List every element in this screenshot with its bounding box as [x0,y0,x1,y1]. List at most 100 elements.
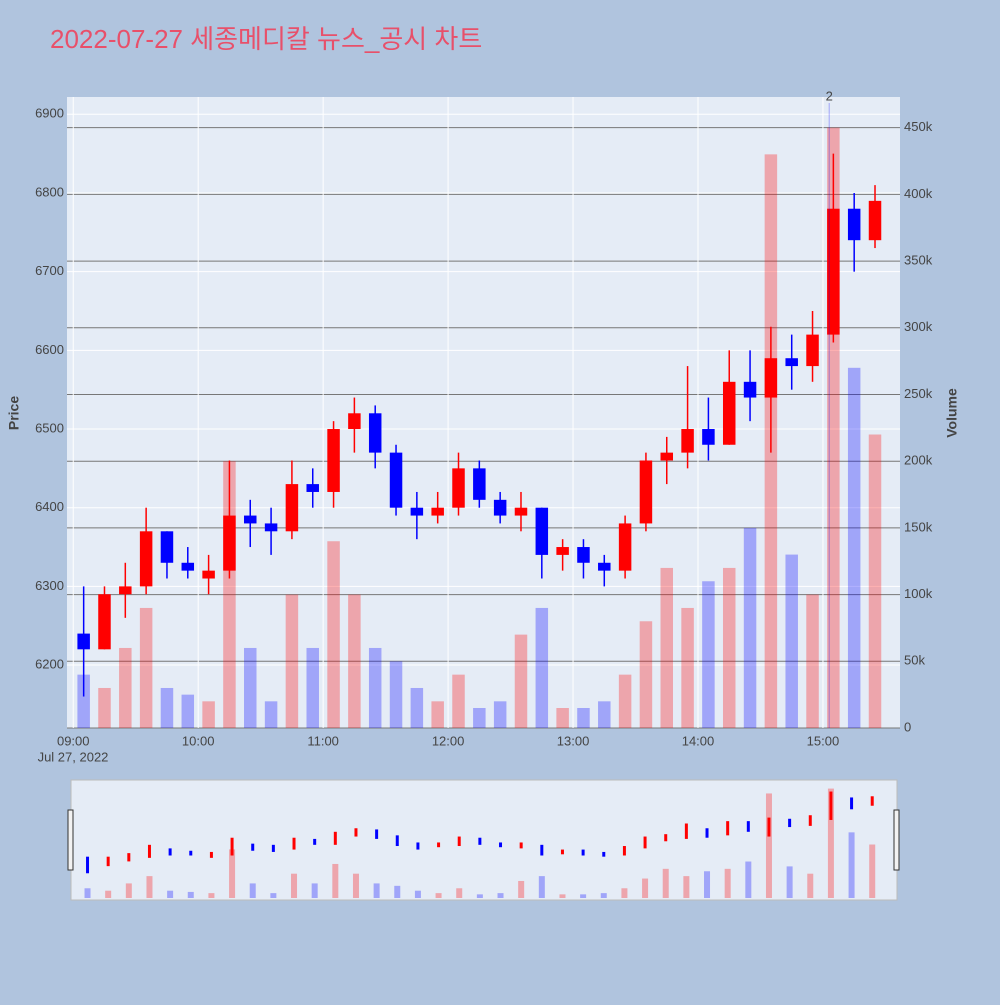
slider-volume-bar [580,894,587,898]
slider-volume-bar [84,888,91,898]
volume-bar [577,707,590,728]
volume-bar [806,594,819,728]
volume-bar [493,701,507,728]
slider-volume-bar [848,832,855,898]
candle-body [77,633,90,650]
slider-volume-bar [167,890,174,898]
y2-tick-label: 400k [904,186,933,201]
slider-volume-bar [869,844,876,898]
range-slider[interactable] [70,779,898,901]
slider-volume-bar [311,883,318,898]
slider-volume-bar [187,891,194,898]
candle-body [514,507,528,516]
x-date-label: Jul 27, 2022 [38,749,109,764]
y-tick-label: 6900 [35,106,64,121]
candle-body [535,507,549,555]
annotation: 2 [826,88,833,103]
slider-volume-bar [146,876,153,898]
slider-volume-bar [559,894,566,898]
y2-tick-label: 0 [904,719,911,734]
volume-bar [681,607,694,728]
y2-axis-title: Volume [944,388,960,438]
slider-volume-bar [662,868,669,898]
slider-volume-bar [745,861,752,898]
slider-volume-bar [518,880,525,898]
y2-tick-label: 50k [904,653,925,668]
chart-title: 2022-07-27 세종메디칼 뉴스_공시 차트 [50,24,482,54]
y-tick-label: 6700 [35,263,64,278]
slider-volume-bar [373,883,380,898]
slider-handle[interactable] [67,809,74,871]
slider-handle[interactable] [893,809,900,871]
candle-body [722,381,736,445]
slider-volume-bar [229,849,236,898]
slider-volume-bar [249,883,256,898]
x-tick-label: 15:00 [807,733,840,748]
candle-body [368,413,382,453]
slider-volume-bar [538,876,545,898]
y-tick-label: 6600 [35,342,64,357]
candle-body [702,429,715,445]
volume-bar [847,367,861,728]
candle-body [306,484,319,492]
slider-volume-bar [786,866,793,898]
candle-body [181,562,195,571]
slider-volume-bar [125,883,132,898]
volume-bar [285,594,299,728]
slider-volume-bar [704,871,711,898]
volume-bar [368,647,382,728]
volume-bar [556,707,569,728]
y-tick-label: 6300 [35,578,64,593]
candle-body [639,460,653,524]
candle-body [660,452,674,461]
y2-tick-label: 250k [904,386,933,401]
volume-bar [244,647,257,728]
slider-volume-bar [724,868,731,898]
slider-volume-bar [642,878,649,898]
volume-bar [785,554,798,728]
slider-volume-bar [807,873,814,898]
volume-bar [306,647,319,728]
slider-volume-bar [414,890,421,898]
candle-body [160,531,174,563]
slider-volume-bar [456,888,463,898]
candle-body [681,429,694,453]
x-tick-label: 09:00 [57,733,90,748]
volume-bar [535,607,549,728]
volume-bar [702,581,715,728]
x-tick-label: 13:00 [557,733,590,748]
slider-volume-bar [208,893,215,898]
volume-bar [202,701,215,728]
volume-bar [660,567,674,728]
slider-volume-bar [291,873,298,898]
y-tick-label: 6500 [35,420,64,435]
volume-bar [743,527,757,728]
candle-body [473,468,486,500]
slider-volume-bar [765,793,772,898]
slider-volume-bar [270,893,277,898]
slider-volume-bar [497,893,504,898]
candle-body [868,200,882,241]
candle-body [264,523,278,532]
volume-bar [868,434,882,728]
volume-bar [431,701,444,728]
slider-volume-bar [600,893,607,898]
candle-body [556,547,569,555]
x-tick-label: 14:00 [682,733,715,748]
volume-bar [598,701,611,728]
y2-tick-label: 350k [904,253,933,268]
candle-body [98,594,111,650]
candle-body [119,586,132,595]
candle-body [452,468,465,508]
volume-bar [77,674,90,728]
slider-volume-bar [435,893,442,898]
slider-volume-bar [827,788,834,898]
volume-bar [119,647,132,728]
x-tick-label: 10:00 [182,733,215,748]
candle-body [827,208,840,335]
candle-body [577,547,590,563]
volume-bar [348,594,361,728]
slider-volume-bar [476,894,483,898]
y2-tick-label: 450k [904,119,933,134]
